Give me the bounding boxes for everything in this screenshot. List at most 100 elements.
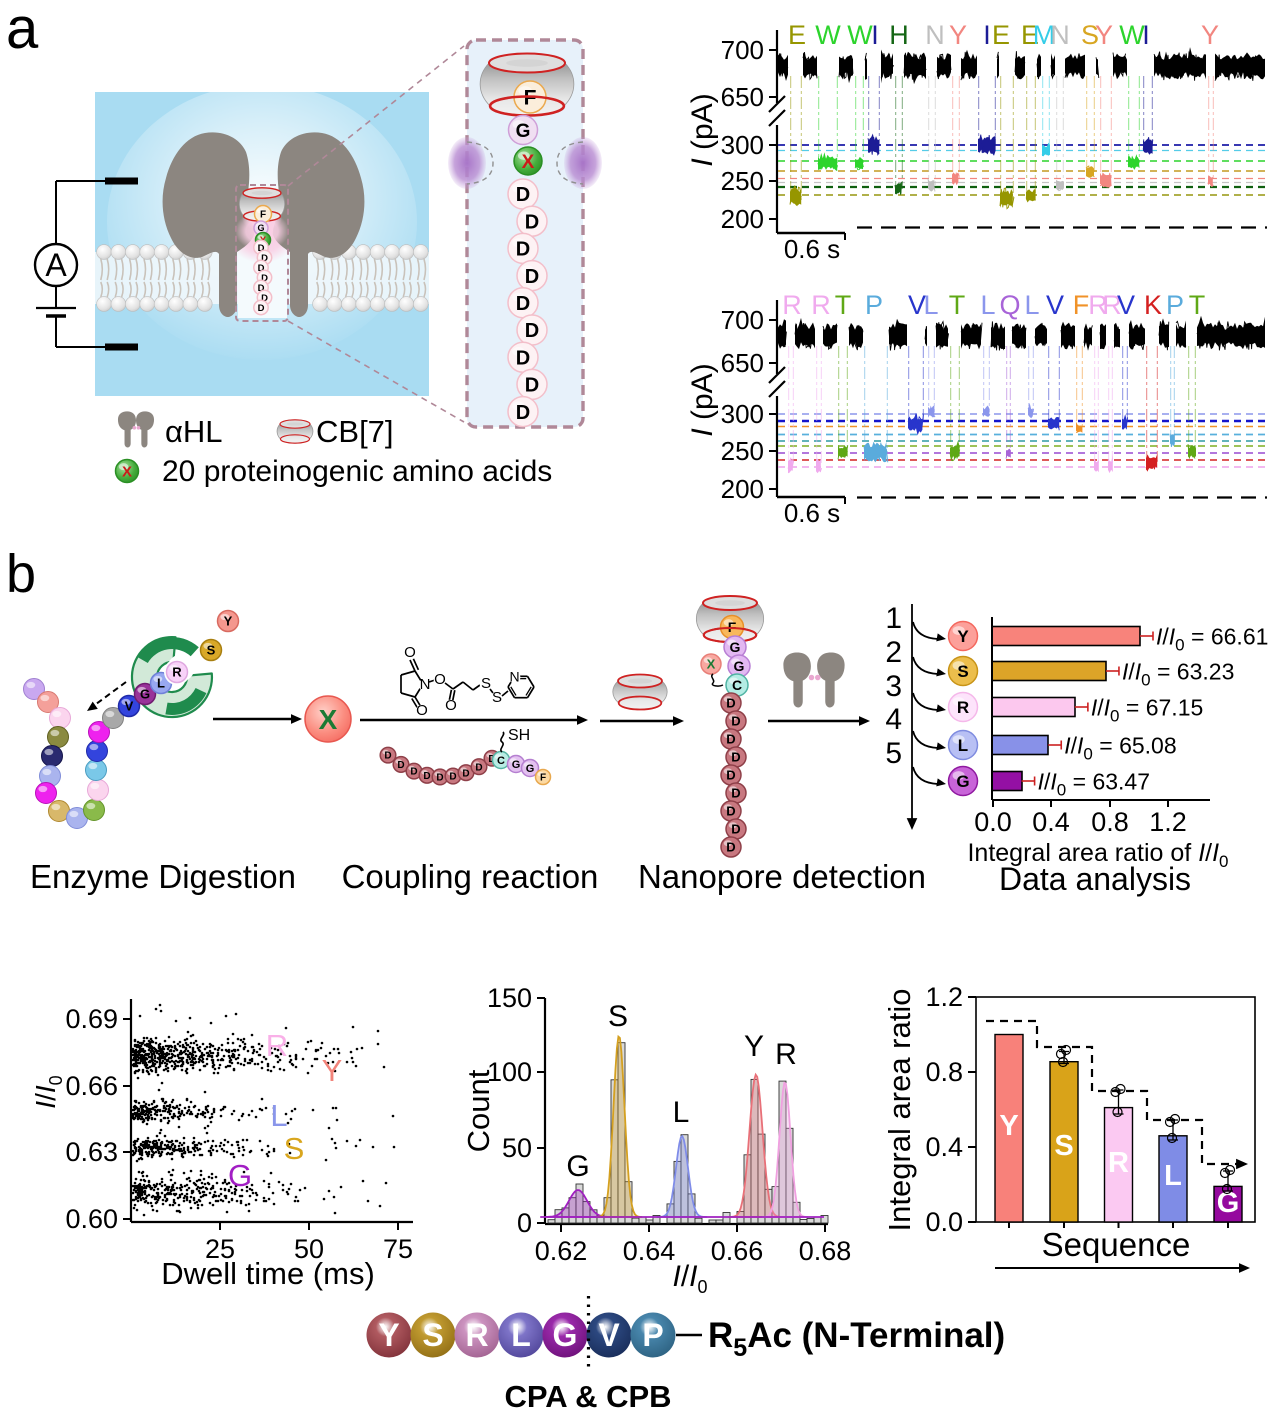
svg-text:P: P [1166, 290, 1184, 320]
svg-text:L: L [958, 736, 968, 755]
svg-text:V: V [908, 290, 926, 320]
svg-text:L: L [157, 676, 165, 691]
svg-text:W: W [1119, 20, 1145, 50]
svg-text:X: X [522, 152, 535, 173]
svg-text:Nanopore detection: Nanopore detection [638, 858, 926, 895]
svg-text:I/I0 = 67.15: I/I0 = 67.15 [1091, 695, 1203, 726]
svg-text:D: D [731, 750, 740, 765]
svg-text:Y: Y [1201, 20, 1219, 50]
svg-text:700: 700 [721, 305, 764, 335]
svg-text:P: P [642, 1317, 663, 1353]
svg-text:D: D [516, 239, 530, 261]
svg-text:S: S [284, 1131, 305, 1166]
svg-text:D: D [449, 772, 456, 783]
svg-text:I: I [983, 20, 991, 50]
svg-text:N: N [509, 668, 519, 684]
svg-text:E: E [1021, 20, 1039, 50]
svg-text:1.2: 1.2 [925, 982, 963, 1012]
svg-text:Y: Y [744, 1030, 764, 1063]
svg-text:X: X [707, 657, 716, 672]
svg-text:Sequence: Sequence [1042, 1226, 1191, 1263]
svg-text:0.63: 0.63 [65, 1137, 118, 1167]
svg-text:Y: Y [378, 1317, 399, 1353]
svg-text:0.0: 0.0 [925, 1207, 963, 1237]
svg-text:O: O [404, 644, 416, 661]
svg-text:D: D [261, 253, 268, 264]
svg-text:Coupling reaction: Coupling reaction [342, 858, 599, 895]
svg-text:D: D [258, 303, 265, 314]
svg-text:D: D [258, 263, 265, 274]
svg-text:R: R [775, 1038, 797, 1071]
svg-text:R: R [1102, 290, 1122, 320]
svg-text:D: D [436, 773, 443, 784]
svg-text:Y: Y [1095, 20, 1113, 50]
svg-text:a: a [6, 0, 39, 61]
svg-text:K: K [1144, 290, 1162, 320]
svg-text:D: D [258, 283, 265, 294]
svg-text:D: D [726, 840, 735, 855]
svg-text:D: D [516, 402, 530, 424]
svg-text:I (pA): I (pA) [686, 93, 719, 166]
svg-text:5: 5 [885, 737, 902, 770]
svg-text:D: D [423, 771, 430, 782]
svg-text:L: L [673, 1096, 690, 1129]
svg-text:Q: Q [999, 290, 1020, 320]
svg-text:CPA & CPB: CPA & CPB [504, 1379, 671, 1414]
svg-text:S: S [1054, 1130, 1073, 1162]
svg-text:50: 50 [294, 1234, 324, 1264]
svg-text:75: 75 [383, 1234, 413, 1264]
svg-text:W: W [847, 20, 873, 50]
svg-text:650: 650 [721, 348, 764, 378]
svg-text:Integral area ratio: Integral area ratio [882, 989, 917, 1232]
svg-text:I: I [871, 20, 879, 50]
svg-text:V: V [1117, 290, 1135, 320]
svg-text:D: D [410, 767, 417, 778]
svg-text:G: G [516, 121, 531, 142]
svg-text:4: 4 [885, 703, 902, 736]
svg-text:G: G [140, 687, 150, 702]
svg-text:1.2: 1.2 [1149, 807, 1187, 837]
svg-text:D: D [726, 696, 735, 711]
svg-text:b: b [6, 544, 36, 604]
svg-text:D: D [516, 347, 530, 369]
svg-text:S: S [422, 1317, 443, 1353]
svg-text:0.60: 0.60 [65, 1204, 118, 1234]
svg-text:S: S [207, 643, 216, 658]
svg-text:T: T [1189, 290, 1206, 320]
svg-text:D: D [525, 375, 539, 397]
svg-text:L: L [270, 1098, 287, 1133]
svg-text:D: D [525, 211, 539, 233]
svg-text:Y: Y [224, 614, 233, 629]
svg-text:H: H [889, 20, 909, 50]
svg-text:D: D [525, 320, 539, 342]
svg-text:F: F [540, 773, 546, 784]
svg-text:G: G [734, 658, 745, 674]
svg-text:R: R [172, 665, 182, 680]
svg-text:F: F [1073, 290, 1090, 320]
svg-text:G: G [526, 763, 535, 775]
svg-text:G: G [228, 1158, 252, 1193]
svg-text:N: N [1050, 20, 1070, 50]
svg-text:I/I0 = 66.61: I/I0 = 66.61 [1156, 624, 1268, 655]
svg-text:250: 250 [721, 436, 764, 466]
svg-text:D: D [726, 732, 735, 747]
svg-text:S: S [1081, 20, 1099, 50]
svg-text:V: V [1046, 290, 1064, 320]
svg-text:0.66: 0.66 [711, 1236, 764, 1266]
svg-text:0.8: 0.8 [1091, 807, 1129, 837]
svg-text:200: 200 [721, 204, 764, 234]
svg-text:1: 1 [885, 602, 902, 635]
svg-text:R5Ac (N-Terminal): R5Ac (N-Terminal) [708, 1316, 1005, 1362]
svg-text:D: D [731, 714, 740, 729]
svg-text:O: O [434, 671, 446, 688]
svg-text:I/I0: I/I0 [30, 1075, 66, 1108]
svg-text:Data analysis: Data analysis [999, 861, 1191, 897]
svg-text:L: L [511, 1317, 531, 1353]
svg-text:I/I0 = 63.23: I/I0 = 63.23 [1122, 659, 1234, 690]
svg-text:700: 700 [721, 35, 764, 65]
svg-text:Dwell time (ms): Dwell time (ms) [161, 1256, 375, 1291]
svg-text:25: 25 [205, 1234, 235, 1264]
svg-text:Y: Y [999, 1110, 1018, 1142]
svg-text:D: D [261, 273, 268, 284]
svg-text:D: D [475, 762, 482, 773]
